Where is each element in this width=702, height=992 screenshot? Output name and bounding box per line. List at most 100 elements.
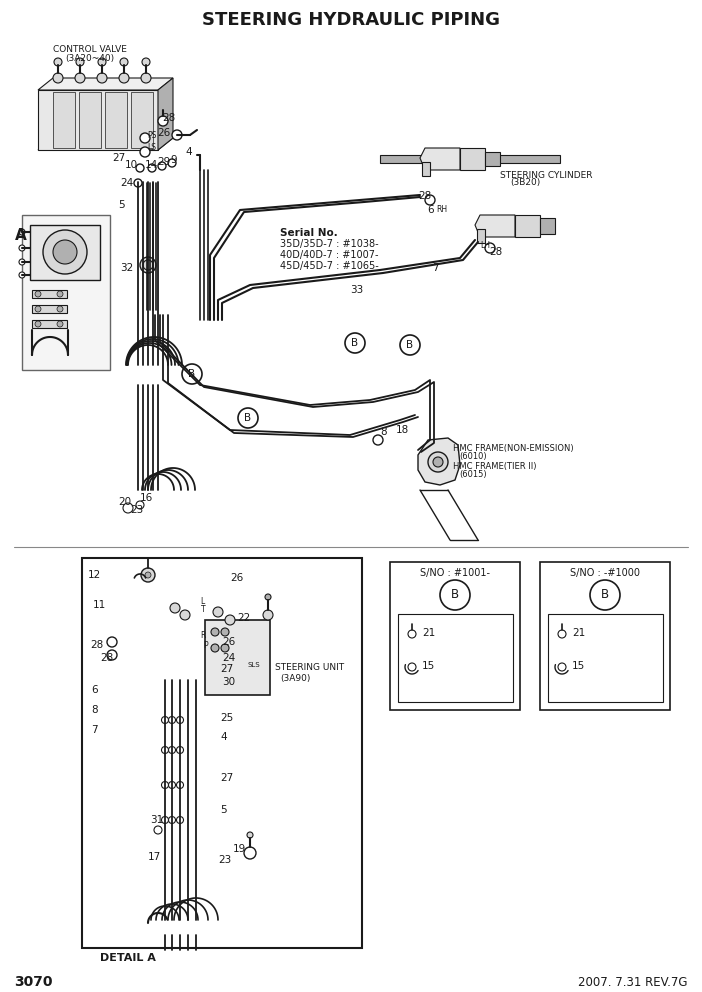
Text: 17: 17 [148,852,161,862]
Circle shape [98,58,106,66]
Circle shape [53,240,77,264]
Circle shape [35,306,41,312]
Text: (3B20): (3B20) [510,179,541,187]
Bar [540,562,670,710]
Polygon shape [38,138,173,150]
Text: 24: 24 [222,653,235,663]
Circle shape [140,147,150,157]
Text: 40D/40D-7 : #1007-: 40D/40D-7 : #1007- [280,250,378,260]
Text: 4: 4 [220,732,227,742]
Text: 16: 16 [140,493,153,503]
Circle shape [19,272,25,278]
Circle shape [182,364,202,384]
Circle shape [35,321,41,327]
Circle shape [57,321,63,327]
Text: B: B [352,338,359,348]
Circle shape [119,73,129,83]
Text: 3070: 3070 [14,975,53,989]
Text: P: P [203,642,208,651]
Text: A: A [15,227,27,242]
Text: 21: 21 [572,628,585,638]
Text: HMC FRAME(NON-EMISSION): HMC FRAME(NON-EMISSION) [453,443,574,452]
Circle shape [170,603,180,613]
Circle shape [97,73,107,83]
Circle shape [35,291,41,297]
Text: 9: 9 [170,155,177,165]
Circle shape [485,243,495,253]
Text: SLS: SLS [248,662,260,668]
Text: 28: 28 [100,653,113,663]
Circle shape [76,58,84,66]
Polygon shape [79,92,101,148]
Text: 12: 12 [88,570,101,580]
Circle shape [247,832,253,838]
Text: 5: 5 [220,805,227,815]
Circle shape [75,73,85,83]
Bar [32,320,67,328]
Circle shape [265,594,271,600]
Circle shape [136,501,144,509]
Polygon shape [158,78,173,150]
Circle shape [221,644,229,652]
Polygon shape [38,90,158,150]
Text: L: L [200,597,204,606]
Text: 22: 22 [237,613,250,623]
Bar [477,229,485,243]
Circle shape [158,162,166,170]
Circle shape [176,716,183,723]
Text: B: B [188,369,196,379]
Circle shape [211,644,219,652]
Text: 33: 33 [350,285,363,295]
Text: 26: 26 [230,573,244,583]
Text: Serial No.: Serial No. [280,228,338,238]
Text: RH: RH [436,205,447,214]
Text: 29: 29 [157,157,171,167]
Text: 27: 27 [220,664,233,674]
Text: 18: 18 [396,425,409,435]
Text: 27: 27 [220,773,233,783]
Text: S/NO : -#1000: S/NO : -#1000 [570,568,640,578]
Text: 7: 7 [432,263,439,273]
Text: (6010): (6010) [459,452,486,461]
Circle shape [161,816,168,823]
Bar [548,614,663,702]
Circle shape [19,245,25,251]
Polygon shape [420,148,460,170]
Circle shape [141,568,155,582]
Circle shape [148,164,156,172]
Circle shape [19,229,25,235]
Bar [398,614,513,702]
Text: 20: 20 [118,497,131,507]
Circle shape [373,435,383,445]
Circle shape [140,133,150,143]
Bar [82,558,362,948]
Text: 35D/35D-7 : #1038-: 35D/35D-7 : #1038- [280,239,378,249]
Circle shape [142,58,150,66]
Circle shape [161,782,168,789]
Circle shape [345,333,365,353]
Text: STEERING HYDRAULIC PIPING: STEERING HYDRAULIC PIPING [202,11,500,29]
Circle shape [53,73,63,83]
Text: 8: 8 [380,427,387,437]
Circle shape [43,230,87,274]
Polygon shape [515,215,540,237]
Text: B: B [451,588,459,601]
Text: 26: 26 [222,637,235,647]
Polygon shape [53,92,75,148]
Circle shape [213,607,223,617]
Circle shape [158,116,168,126]
Circle shape [143,260,153,270]
Text: 14: 14 [145,160,158,170]
Text: 7: 7 [91,725,98,735]
Circle shape [161,747,168,754]
Text: 5: 5 [118,200,125,210]
Circle shape [145,572,151,578]
Circle shape [428,452,448,472]
Circle shape [176,747,183,754]
Circle shape [211,628,219,636]
Text: 15: 15 [572,661,585,671]
Text: S/NO : #1001-: S/NO : #1001- [420,568,490,578]
Text: 6: 6 [91,685,98,695]
Text: R: R [200,632,206,641]
Circle shape [141,73,151,83]
